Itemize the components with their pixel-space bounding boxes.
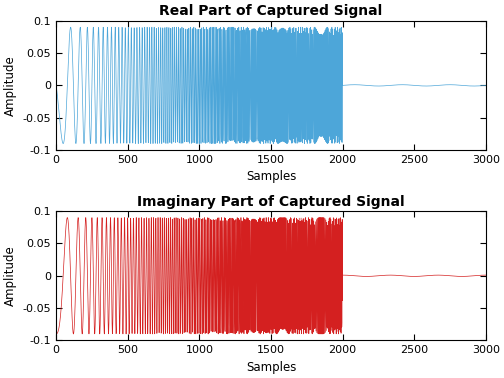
Title: Real Part of Captured Signal: Real Part of Captured Signal <box>159 4 383 18</box>
X-axis label: Samples: Samples <box>246 170 296 183</box>
Y-axis label: Amplitude: Amplitude <box>4 55 17 116</box>
Y-axis label: Amplitude: Amplitude <box>4 245 17 306</box>
Title: Imaginary Part of Captured Signal: Imaginary Part of Captured Signal <box>137 195 405 209</box>
X-axis label: Samples: Samples <box>246 361 296 374</box>
